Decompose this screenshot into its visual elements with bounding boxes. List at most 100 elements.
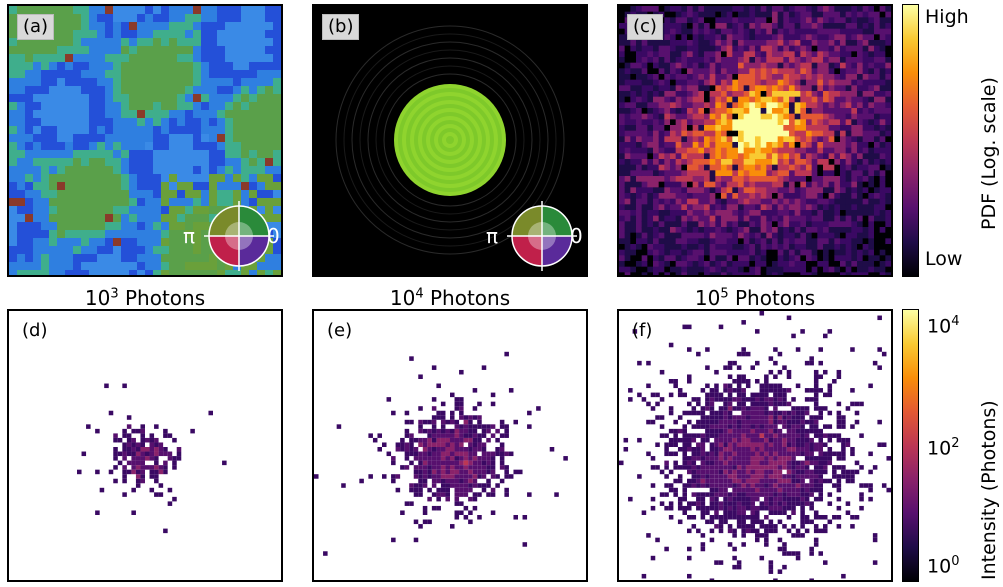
photon-pixel — [691, 447, 697, 452]
photon-pixel — [813, 524, 819, 529]
object-pixel — [33, 230, 42, 239]
photon-pixel — [131, 465, 136, 470]
photon-pixel — [490, 424, 496, 429]
object-pixel — [169, 230, 178, 239]
pdf-pixel — [862, 51, 869, 58]
pdf-pixel — [777, 136, 784, 143]
object-pixel — [105, 22, 114, 31]
object-pixel — [201, 54, 210, 63]
object-pixel — [65, 46, 74, 55]
pdf-pixel — [806, 147, 813, 154]
object-pixel — [97, 214, 106, 223]
pdf-pixel — [738, 198, 745, 205]
object-pixel — [153, 38, 162, 47]
pdf-pixel — [800, 193, 807, 200]
photon-pixel — [409, 419, 414, 425]
photon-pixel — [777, 447, 783, 452]
object-pixel — [257, 190, 266, 199]
pdf-pixel — [766, 6, 773, 13]
photon-pixel — [714, 442, 719, 447]
object-pixel — [217, 54, 226, 63]
pdf-pixel — [755, 232, 762, 239]
pdf-pixel — [783, 11, 790, 18]
pdf-pixel — [687, 136, 694, 143]
pdf-pixel — [653, 62, 660, 69]
photon-pixel — [104, 383, 109, 389]
pdf-pixel — [879, 91, 886, 98]
pdf-pixel — [630, 249, 637, 256]
pdf-pixel — [828, 176, 835, 183]
object-pixel — [193, 190, 202, 199]
pdf-pixel — [755, 113, 762, 120]
pdf-pixel — [738, 130, 745, 137]
photon-pixel — [777, 496, 783, 502]
object-pixel — [105, 70, 114, 79]
pdf-pixel — [885, 261, 891, 268]
pdf-pixel — [845, 249, 852, 256]
pdf-pixel — [811, 136, 818, 143]
pdf-pixel — [794, 193, 801, 200]
object-pixel — [9, 30, 18, 39]
pdf-pixel — [704, 187, 711, 194]
photon-pixel — [418, 374, 423, 379]
photon-pixel — [773, 474, 778, 479]
pdf-pixel — [636, 193, 643, 200]
pdf-pixel — [619, 79, 626, 86]
pdf-pixel — [692, 181, 699, 188]
pdf-pixel — [749, 210, 756, 217]
photon-pixel — [755, 406, 760, 411]
pdf-pixel — [687, 34, 694, 41]
photon-pixel — [682, 492, 687, 497]
photon-pixel — [163, 428, 168, 434]
pdf-pixel — [647, 57, 654, 64]
object-pixel — [265, 14, 274, 23]
pdf-pixel — [641, 68, 648, 75]
pdf-pixel — [868, 272, 875, 275]
pdf-pixel — [885, 193, 891, 200]
photon-pixel — [431, 397, 437, 402]
photon-pixel — [750, 433, 755, 438]
object-pixel — [121, 22, 130, 31]
pdf-pixel — [749, 85, 756, 92]
photon-pixel — [477, 433, 482, 438]
pdf-pixel — [619, 244, 626, 251]
pdf-pixel — [800, 85, 807, 92]
pdf-pixel — [636, 187, 643, 194]
object-pixel — [161, 222, 170, 231]
object-pixel — [249, 262, 258, 271]
pdf-pixel — [845, 57, 852, 64]
pdf-pixel — [721, 142, 728, 149]
pdf-pixel — [732, 45, 739, 52]
pdf-pixel — [624, 255, 631, 262]
photon-pixel — [764, 437, 769, 443]
photon-pixel — [777, 456, 783, 461]
pdf-pixel — [619, 17, 626, 24]
pdf-pixel — [800, 181, 807, 188]
photon-pixel — [745, 419, 751, 425]
photon-pixel — [818, 415, 823, 420]
photon-pixel — [714, 492, 719, 497]
photon-pixel — [95, 428, 100, 434]
pdf-pixel — [845, 68, 852, 75]
object-pixel — [201, 110, 210, 119]
photon-pixel — [786, 428, 792, 434]
photon-pixel — [450, 465, 455, 470]
pdf-pixel — [755, 159, 762, 166]
pdf-pixel — [851, 113, 858, 120]
object-pixel — [145, 150, 154, 159]
photon-pixel — [696, 410, 701, 416]
photon-pixel — [786, 501, 792, 506]
pdf-pixel — [715, 136, 722, 143]
photon-pixel — [736, 505, 742, 511]
pdf-pixel — [834, 113, 841, 120]
pdf-pixel — [664, 142, 671, 149]
object-pixel — [129, 134, 138, 143]
pdf-pixel — [817, 204, 824, 211]
photon-pixel — [445, 487, 450, 493]
pdf-pixel — [777, 57, 784, 64]
pdf-pixel — [766, 255, 773, 262]
pdf-pixel — [755, 11, 762, 18]
pdf-pixel — [658, 79, 665, 86]
pdf-pixel — [772, 204, 779, 211]
pdf-pixel — [704, 91, 711, 98]
